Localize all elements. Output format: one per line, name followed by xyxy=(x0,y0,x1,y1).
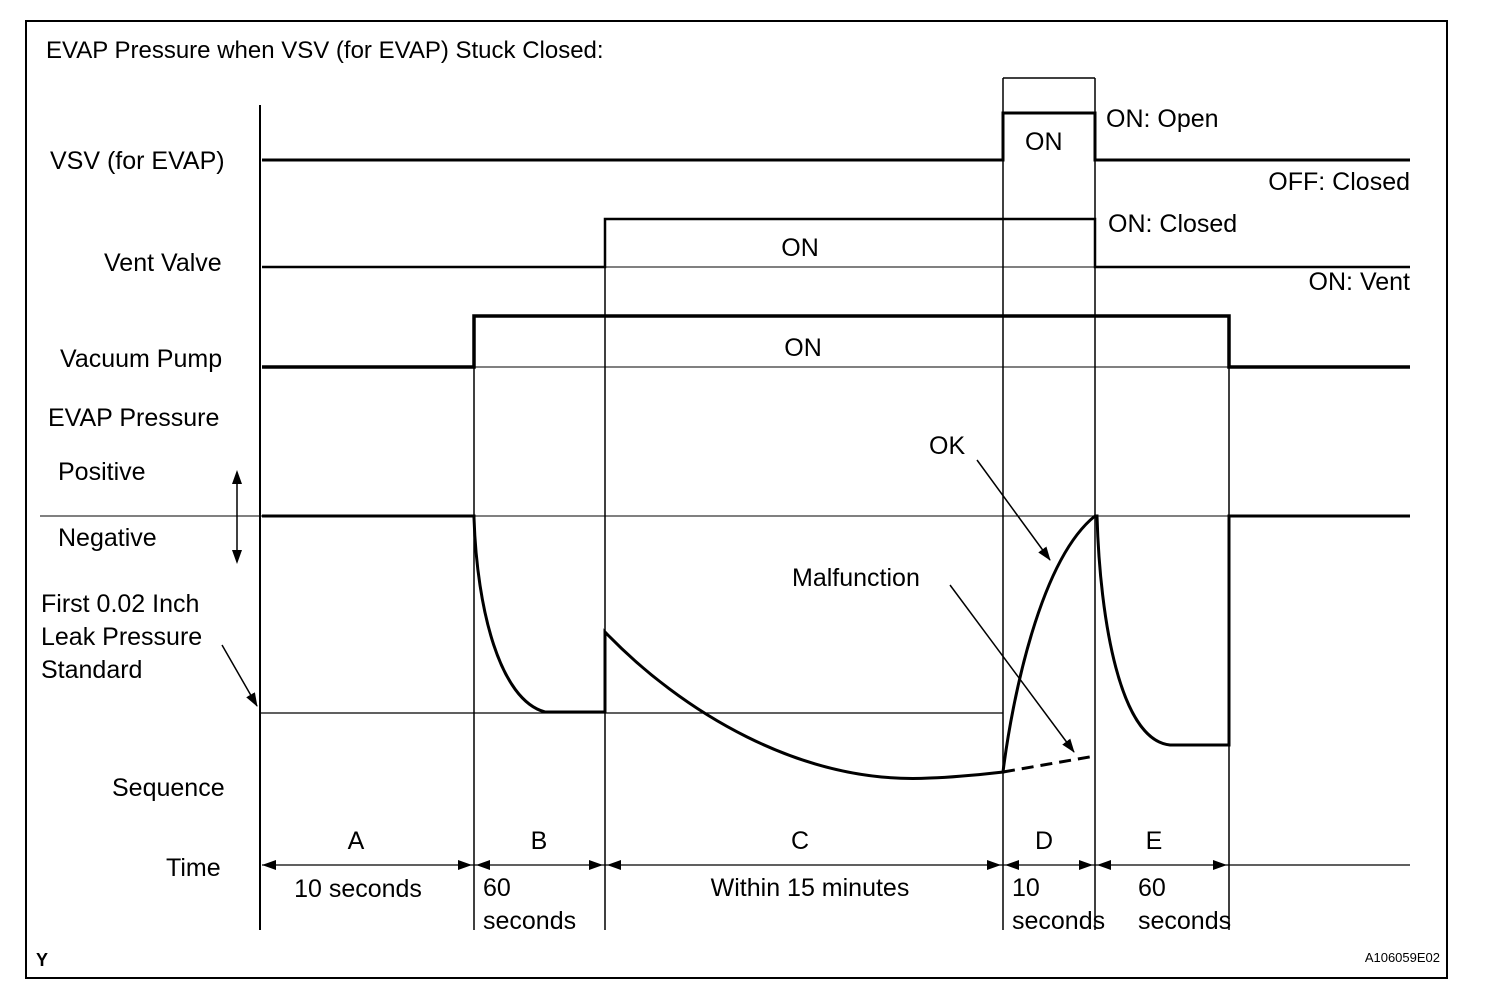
time-b-line1: 60 xyxy=(483,874,511,902)
row-label-vent-valve: Vent Valve xyxy=(104,249,222,277)
vent-valve-on-state: ON: Closed xyxy=(1108,210,1237,238)
label-negative: Negative xyxy=(58,524,157,552)
vent-valve-off-state: ON: Vent xyxy=(1309,268,1410,296)
time-a: 10 seconds xyxy=(294,875,422,903)
malfunction-trace xyxy=(1002,754,1096,774)
figure-code: A106059E02 xyxy=(1365,950,1440,965)
label-leak-standard-2: Leak Pressure xyxy=(41,623,202,651)
row-label-vsv: VSV (for EVAP) xyxy=(50,147,225,175)
ok-callout-arrow xyxy=(976,459,1051,561)
vacuum-pump-signal xyxy=(262,314,1410,369)
time-e-line1: 60 xyxy=(1138,874,1166,902)
time-e-line2: seconds xyxy=(1138,907,1231,935)
time-c: Within 15 minutes xyxy=(711,874,910,902)
footer-left-mark: Y xyxy=(36,950,48,970)
malfunction-callout-arrow xyxy=(949,584,1075,753)
vsv-on-label: ON xyxy=(1025,128,1063,156)
neg-arrow-head xyxy=(232,550,242,564)
sequence-label-e: E xyxy=(1146,827,1163,855)
label-leak-standard-1: First 0.02 Inch xyxy=(41,590,199,618)
row-label-evap-pressure: EVAP Pressure xyxy=(48,404,219,432)
vent-valve-on-label: ON xyxy=(781,234,819,262)
row-label-vacuum-pump: Vacuum Pump xyxy=(60,345,222,373)
malfunction-callout: Malfunction xyxy=(792,564,920,592)
sequence-label-b: B xyxy=(531,827,548,855)
leak-standard-arrow xyxy=(221,644,258,707)
diagram-title: EVAP Pressure when VSV (for EVAP) Stuck … xyxy=(46,37,604,64)
time-d-line1: 10 xyxy=(1012,874,1040,902)
ok-callout: OK xyxy=(929,432,965,460)
evap-pressure-curve xyxy=(262,514,1410,780)
vsv-signal xyxy=(262,111,1410,162)
label-positive: Positive xyxy=(58,458,146,486)
vsv-on-state: ON: Open xyxy=(1106,105,1219,133)
pos-arrow-head xyxy=(232,470,242,484)
row-label-sequence: Sequence xyxy=(112,774,225,802)
figure-frame xyxy=(25,20,1448,979)
sequence-label-d: D xyxy=(1035,827,1053,855)
time-interval-arrows xyxy=(262,860,1227,870)
row-label-time: Time xyxy=(166,854,221,882)
vent-valve-signal xyxy=(262,217,1410,269)
sequence-label-a: A xyxy=(348,827,365,855)
vsv-off-state: OFF: Closed xyxy=(1268,168,1410,196)
vacuum-pump-on-label: ON xyxy=(784,334,822,362)
label-leak-standard-3: Standard xyxy=(41,656,142,684)
time-d-line2: seconds xyxy=(1012,907,1105,935)
time-b-line2: seconds xyxy=(483,907,576,935)
sequence-label-c: C xyxy=(791,827,809,855)
